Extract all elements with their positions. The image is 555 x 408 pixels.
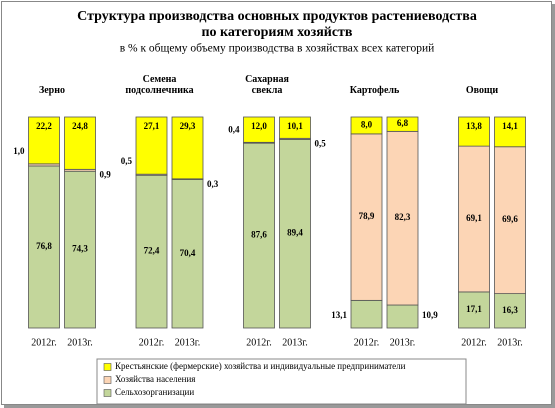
group-label: Картофель bbox=[349, 85, 400, 96]
value-label: 13,8 bbox=[466, 121, 482, 131]
chart-title: Структура производства основных продукто… bbox=[77, 9, 477, 24]
x-tick-label: 2012г. bbox=[246, 337, 271, 348]
value-label: 0,3 bbox=[207, 179, 219, 189]
bar-segment bbox=[458, 116, 490, 147]
group-label: Сахарная свекла bbox=[245, 74, 289, 96]
bar-segment bbox=[64, 170, 96, 329]
value-label: 69,1 bbox=[466, 213, 482, 223]
bar-segment bbox=[243, 116, 275, 143]
chart-subtitle: в % к общему объему производства в хозяй… bbox=[120, 43, 435, 55]
value-label: 12,0 bbox=[251, 121, 267, 131]
value-label: 69,6 bbox=[502, 214, 518, 224]
x-tick-label: 2013г. bbox=[67, 337, 92, 348]
bar-segment bbox=[350, 133, 383, 301]
bar-segment bbox=[171, 116, 204, 180]
value-label: 76,8 bbox=[36, 241, 52, 251]
legend-label: Крестьянские (фермерские) хозяйства и ин… bbox=[115, 361, 406, 371]
value-label: 14,1 bbox=[502, 121, 518, 131]
bar-segment bbox=[135, 116, 168, 175]
legend-swatch bbox=[103, 376, 112, 384]
value-label: 1,0 bbox=[13, 146, 25, 156]
value-label: 72,4 bbox=[144, 246, 160, 256]
group-label: Зерно bbox=[38, 85, 66, 96]
bar-segment bbox=[171, 179, 204, 329]
chart-title: по категориям хозяйств bbox=[201, 25, 352, 40]
value-label: 0,9 bbox=[100, 169, 112, 179]
value-label: 24,8 bbox=[72, 121, 88, 131]
value-label: 27,1 bbox=[144, 121, 160, 131]
x-tick-label: 2012г. bbox=[31, 337, 56, 348]
x-tick-label: 2012г. bbox=[354, 337, 379, 348]
legend-label: Хозяйства населения bbox=[115, 374, 195, 384]
bar-segment bbox=[28, 116, 60, 165]
value-label: 0,5 bbox=[121, 156, 133, 166]
legend-swatch bbox=[103, 389, 112, 397]
bar-segment bbox=[494, 293, 526, 329]
value-label: 78,9 bbox=[359, 211, 375, 221]
value-label: 82,3 bbox=[395, 212, 411, 222]
bar-segment bbox=[386, 130, 419, 306]
value-label: 17,1 bbox=[466, 304, 482, 314]
value-label: 89,4 bbox=[287, 228, 303, 238]
group-label: Овощи bbox=[465, 85, 499, 96]
value-label: 13,1 bbox=[331, 310, 347, 320]
x-tick-label: 2013г. bbox=[497, 337, 522, 348]
value-label: 10,1 bbox=[287, 121, 303, 131]
bar-segment bbox=[494, 116, 526, 148]
x-tick-label: 2013г. bbox=[390, 337, 415, 348]
value-label: 22,2 bbox=[36, 121, 52, 131]
bar-segment bbox=[350, 116, 383, 135]
value-label: 87,6 bbox=[251, 230, 267, 240]
value-label: 16,3 bbox=[502, 305, 518, 315]
value-label: 0,5 bbox=[315, 138, 327, 148]
x-tick-label: 2013г. bbox=[175, 337, 200, 348]
bar-segment bbox=[458, 145, 490, 293]
bar-segment bbox=[64, 116, 96, 170]
bar-segment bbox=[279, 116, 311, 139]
x-tick-label: 2012г. bbox=[139, 337, 164, 348]
value-label: 0,4 bbox=[228, 124, 240, 134]
bar-segment bbox=[350, 299, 383, 329]
value-label: 29,3 bbox=[180, 121, 196, 131]
bar-segment bbox=[386, 304, 419, 329]
value-label: 70,4 bbox=[180, 248, 196, 258]
value-label: 8,0 bbox=[361, 120, 373, 130]
bar-segment bbox=[386, 116, 419, 132]
legend-box bbox=[96, 358, 467, 405]
bar-segment bbox=[279, 138, 311, 329]
value-label: 10,9 bbox=[422, 310, 438, 320]
group-label: Семена подсолнечника bbox=[125, 74, 194, 96]
x-tick-label: 2012г. bbox=[461, 337, 486, 348]
legend-label: Сельхозорганизации bbox=[115, 387, 194, 397]
legend-swatch bbox=[103, 363, 112, 371]
value-label: 74,3 bbox=[72, 244, 88, 254]
x-tick-label: 2013г. bbox=[282, 337, 307, 348]
value-label: 6,8 bbox=[397, 118, 409, 128]
bar-segment bbox=[494, 146, 526, 295]
